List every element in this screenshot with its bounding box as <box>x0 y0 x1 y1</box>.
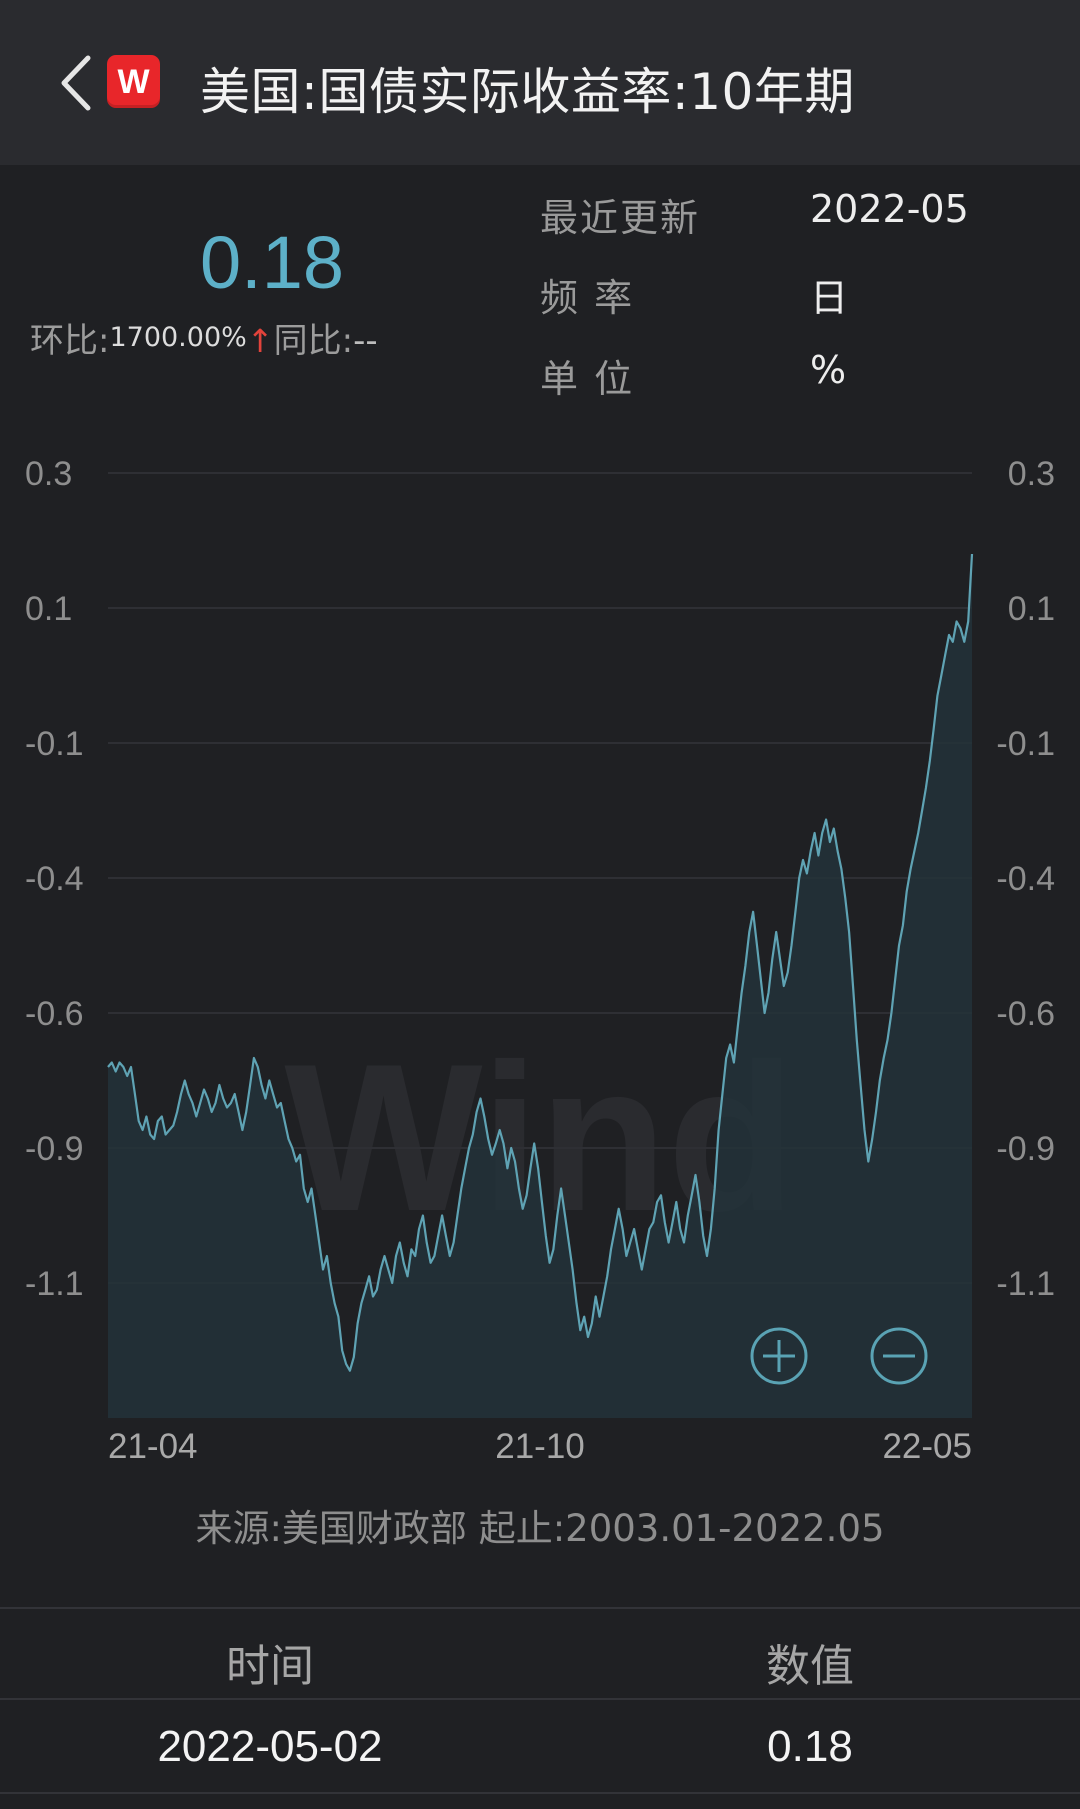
y-tick-label-right: 0.3 <box>1008 455 1055 493</box>
y-tick-label-left: -0.9 <box>25 1130 84 1168</box>
y-tick-label-left: -1.1 <box>25 1265 84 1303</box>
y-tick-label-right: -0.4 <box>996 860 1055 898</box>
series-area <box>108 554 972 1418</box>
table-top-divider <box>0 1607 1080 1609</box>
latest-value: 0.18 <box>200 221 345 304</box>
wind-logo-icon: W <box>107 55 160 108</box>
x-tick-label: 22-05 <box>882 1427 972 1466</box>
y-tick-label-left: -0.1 <box>25 725 84 763</box>
y-tick-label-left: -0.6 <box>25 995 84 1033</box>
yoy-value: -- <box>353 321 378 361</box>
info-value-unit: % <box>810 348 847 392</box>
table-row-divider <box>0 1792 1080 1794</box>
x-tick-label: 21-10 <box>495 1427 585 1466</box>
info-label-updated: 最近更新 <box>540 196 701 240</box>
y-axis-left: 0.3 0.1 -0.1 -0.4 -0.6 -0.9 -1.1 <box>25 455 84 1303</box>
y-tick-label-right: -0.6 <box>996 995 1055 1033</box>
zoom-in-icon <box>763 1340 795 1372</box>
info-value-updated: 2022-05 <box>810 187 969 231</box>
y-tick-label-left: 0.3 <box>25 455 72 493</box>
yoy-label: 同比: <box>273 321 354 361</box>
table-cell-value: 0.18 <box>767 1722 853 1771</box>
x-tick-label: 21-04 <box>108 1427 198 1466</box>
y-tick-label-right: -0.1 <box>996 725 1055 763</box>
change-row: 环比:1700.00%↑同比:-- <box>30 313 378 362</box>
mom-value: 1700.00% <box>109 322 247 353</box>
table-header-value: 数值 <box>766 1641 854 1692</box>
chevron-left-icon[interactable] <box>52 48 102 118</box>
y-axis-right: 0.3 0.1 -0.1 -0.4 -0.6 -0.9 -1.1 <box>996 455 1055 1303</box>
info-label-unit: 单 位 <box>540 357 635 401</box>
table-cell-time: 2022-05-02 <box>157 1722 383 1771</box>
y-tick-label-right: -1.1 <box>996 1265 1055 1303</box>
yield-chart[interactable]: Wind 0.30.1-0.1-0.4-0.6-0.9-1.1 0.30.1-0… <box>0 430 1080 1470</box>
mom-label: 环比: <box>30 321 110 361</box>
info-value-frequency: 日 <box>810 276 849 320</box>
y-tick-label-left: -0.4 <box>25 860 84 898</box>
page-title: 美国:国债实际收益率:10年期 <box>200 63 855 121</box>
data-source: 来源:美国财政部 起止:2003.01-2022.05 <box>195 1507 885 1550</box>
series-line <box>107 553 974 1372</box>
table-header-time: 时间 <box>226 1641 314 1692</box>
logo-letter: W <box>117 63 150 101</box>
y-tick-label-left: 0.1 <box>25 590 72 628</box>
table-header-divider <box>0 1698 1080 1700</box>
info-label-frequency: 频 率 <box>540 276 635 320</box>
up-arrow-icon: ↑ <box>246 322 274 360</box>
top-bar: W 美国:国债实际收益率:10年期 <box>0 0 1080 165</box>
zoom-out-button[interactable] <box>870 1327 928 1385</box>
y-tick-label-right: -0.9 <box>996 1130 1055 1168</box>
y-tick-label-right: 0.1 <box>1008 590 1055 628</box>
x-axis: 21-04 21-10 22-05 <box>108 1427 972 1466</box>
zoom-in-button[interactable] <box>750 1327 808 1385</box>
